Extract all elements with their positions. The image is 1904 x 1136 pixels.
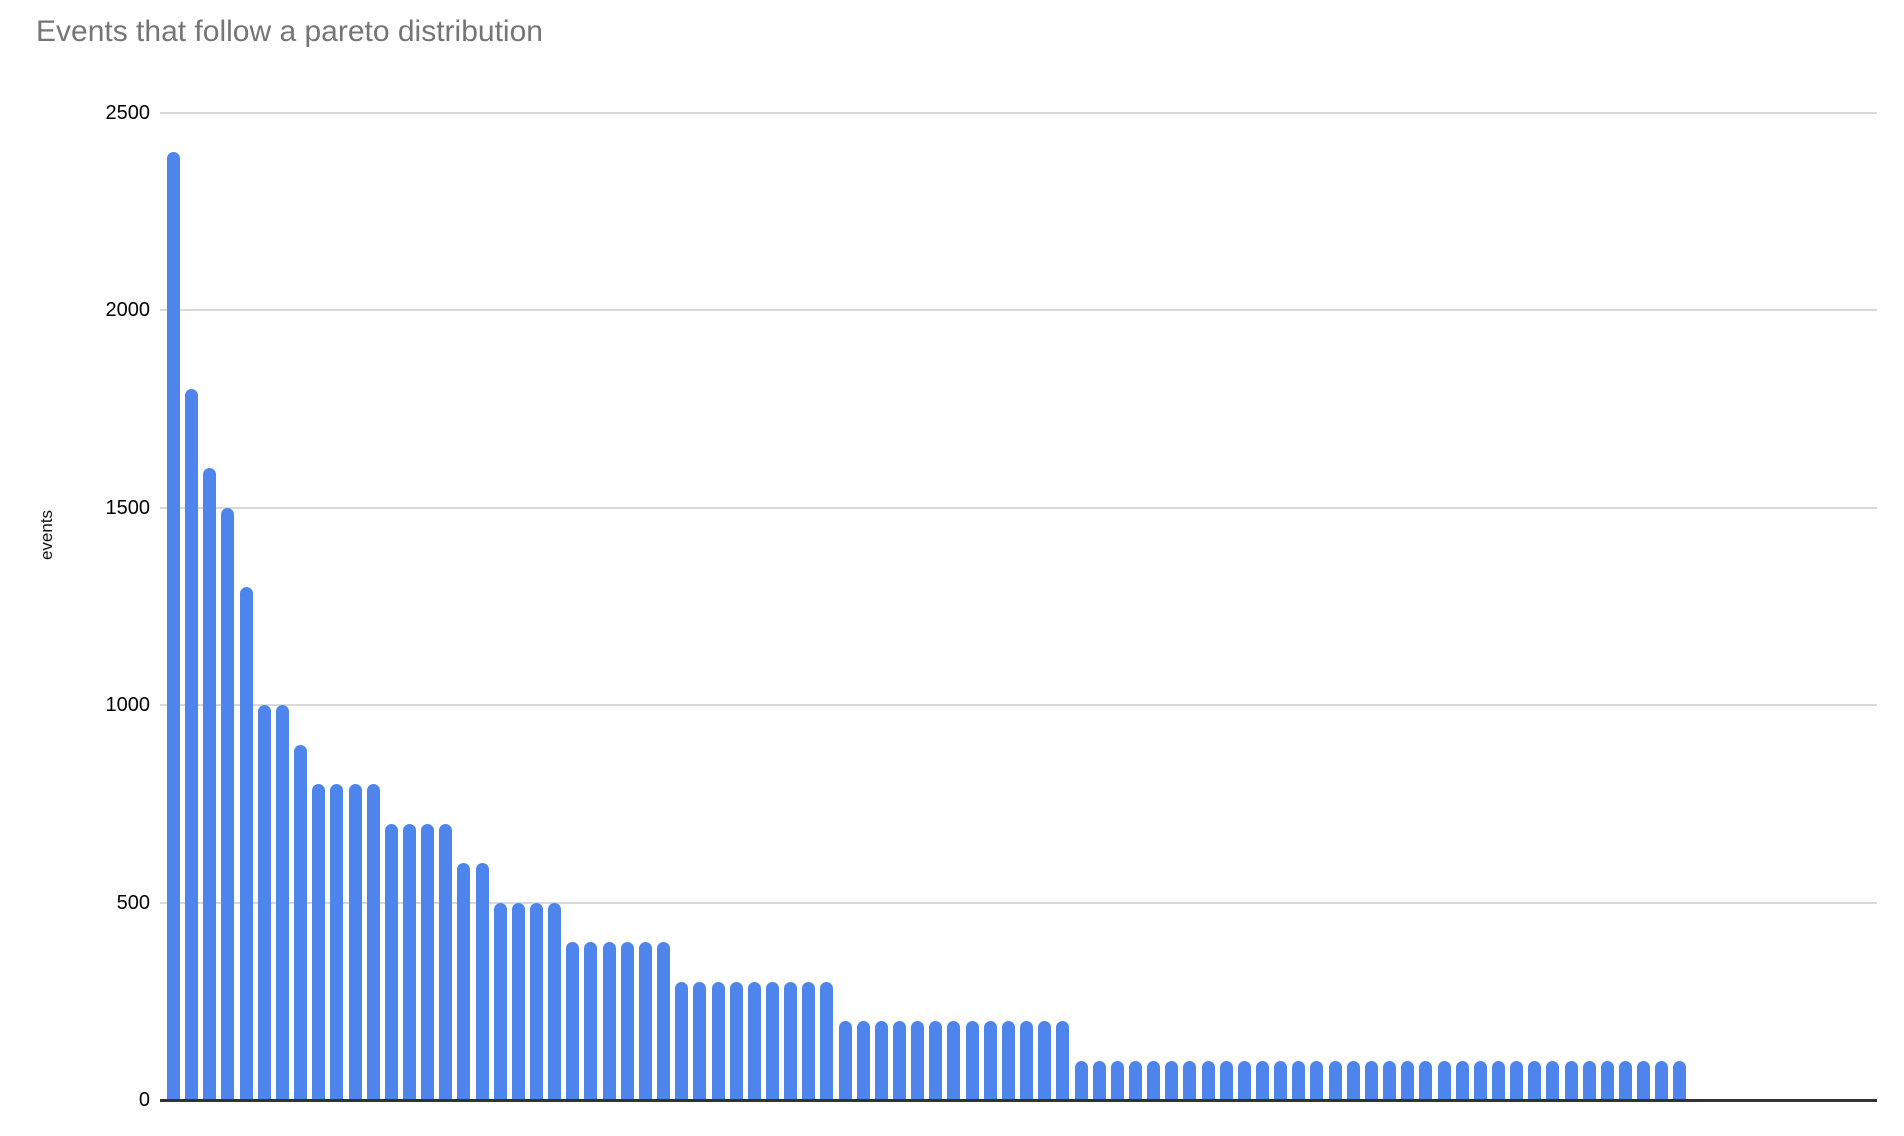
bar-5 [257,705,271,1102]
bar-31 [729,981,743,1102]
bar-73 [1491,1060,1505,1102]
bar-0 [167,152,180,1102]
y-tick-label-1500: 1500 [105,496,151,519]
x-axis-line [160,1099,1877,1102]
bar-66 [1364,1060,1378,1102]
bar-45 [983,1021,997,1102]
bar-22 [566,942,580,1102]
bar-12 [384,823,398,1102]
bar-33 [765,981,779,1102]
bar-16 [457,863,471,1102]
bar-34 [784,981,798,1102]
gridline-500 [160,901,1877,904]
bar-58 [1219,1060,1233,1102]
bar-27 [657,942,671,1102]
bar-75 [1528,1060,1542,1102]
y-tick-label-0: 0 [138,1089,150,1111]
y-tick-label-2500: 2500 [105,102,151,124]
bar-28 [675,981,689,1102]
bar-35 [802,981,816,1102]
bar-8 [312,784,326,1102]
bar-44 [965,1021,979,1102]
bar-23 [584,942,598,1102]
bar-30 [711,981,725,1102]
bar-17 [475,863,489,1102]
bar-54 [1147,1060,1161,1102]
bar-13 [402,823,416,1102]
y-tick-label-500: 500 [116,891,150,914]
bar-80 [1619,1060,1632,1102]
bar-79 [1600,1060,1614,1102]
bar-29 [693,981,707,1102]
bar-41 [911,1021,925,1102]
bar-82 [1655,1060,1669,1102]
bar-21 [548,902,562,1102]
bar-71 [1455,1060,1469,1102]
gridline-2000 [160,309,1877,312]
bar-24 [602,942,616,1102]
bar-42 [929,1021,943,1102]
y-axis-title: events [37,509,56,561]
bar-77 [1564,1060,1578,1102]
bar-15 [439,823,453,1102]
y-tick-label-2000: 2000 [105,299,151,322]
bar-43 [947,1021,961,1102]
bar-18 [493,902,507,1102]
bar-55 [1165,1060,1179,1102]
bar-76 [1546,1060,1560,1102]
bar-61 [1274,1060,1288,1102]
bar-2 [203,468,217,1102]
bar-59 [1237,1060,1251,1102]
bar-19 [511,902,525,1102]
bar-26 [638,942,652,1102]
bar-7 [294,744,308,1102]
bar-46 [1001,1021,1015,1102]
bar-39 [874,1021,888,1102]
bar-63 [1310,1060,1324,1102]
gridline-1000 [160,704,1877,707]
bar-37 [838,1021,852,1102]
bar-9 [330,784,344,1102]
bar-40 [893,1021,906,1102]
bar-48 [1038,1021,1052,1102]
bar-51 [1092,1060,1106,1102]
bar-64 [1328,1060,1342,1102]
bar-68 [1401,1060,1415,1102]
bar-53 [1128,1060,1142,1102]
bar-69 [1419,1060,1433,1102]
bar-20 [530,902,543,1102]
bar-50 [1074,1060,1088,1102]
bar-57 [1201,1060,1215,1102]
bar-25 [620,942,634,1102]
bar-11 [366,784,380,1102]
gridline-1500 [160,506,1877,509]
chart-title: Events that follow a pareto distribution [36,15,543,48]
bar-49 [1056,1021,1070,1102]
gridline-2500 [160,112,1877,114]
bar-65 [1346,1060,1360,1102]
bar-78 [1582,1060,1596,1102]
y-tick-label-1000: 1000 [105,694,151,717]
bar-1 [185,389,199,1102]
bar-52 [1110,1060,1124,1102]
bar-47 [1020,1021,1034,1102]
bar-83 [1673,1060,1687,1102]
bar-81 [1637,1060,1651,1102]
bar-4 [239,586,253,1102]
bar-70 [1437,1060,1451,1102]
bar-56 [1183,1060,1197,1102]
bar-10 [348,784,362,1102]
bar-62 [1292,1060,1306,1102]
bar-67 [1383,1060,1397,1102]
bar-3 [221,507,235,1102]
bar-32 [747,981,761,1102]
bar-60 [1256,1060,1269,1102]
bar-38 [856,1021,870,1102]
bar-14 [421,823,435,1102]
bar-72 [1473,1060,1487,1102]
bar-6 [275,705,289,1102]
bar-36 [820,981,834,1102]
bar-74 [1510,1060,1524,1102]
